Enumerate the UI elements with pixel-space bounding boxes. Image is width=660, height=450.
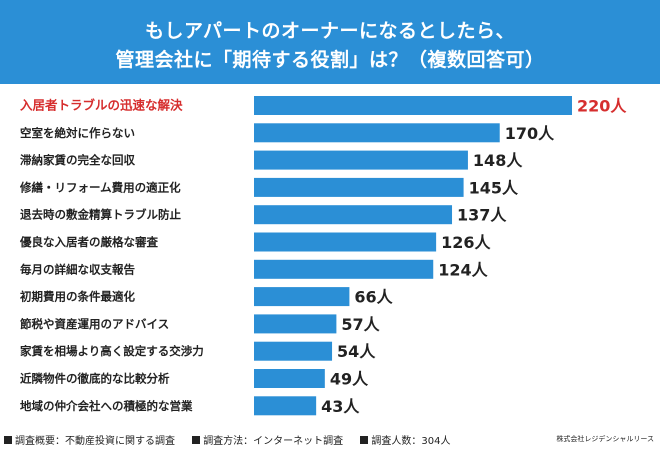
square-bullet-icon bbox=[192, 436, 201, 444]
category-label: 滞納家賃の完全な回収 bbox=[20, 153, 135, 167]
survey-method: 調査方法：インターネット調査 bbox=[192, 436, 343, 447]
category-label: 家賃を相場より高く設定する交渉力 bbox=[20, 344, 204, 358]
category-label: 地域の仲介会社への積極的な営業 bbox=[20, 399, 193, 413]
bar bbox=[254, 232, 437, 252]
category-label: 毎月の詳細な収支報告 bbox=[20, 262, 135, 276]
value-label: 124人 bbox=[438, 260, 488, 279]
bar bbox=[254, 205, 453, 225]
bar bbox=[254, 150, 468, 170]
bar bbox=[254, 314, 337, 334]
bar bbox=[254, 177, 464, 197]
survey-respondents: 調査人数：304人 bbox=[360, 436, 450, 447]
bar bbox=[254, 396, 317, 416]
category-label: 修繕・リフォーム費用の適正化 bbox=[19, 180, 181, 194]
value-label: 137人 bbox=[457, 206, 507, 225]
chart-title-line-1: もしアパートのオーナーになるとしたら、 bbox=[144, 20, 516, 42]
value-label: 49人 bbox=[330, 370, 369, 389]
category-label: 節税や資産運用のアドバイス bbox=[19, 317, 169, 331]
bar bbox=[254, 123, 500, 143]
company-name: 株式会社レジデンシャルリース bbox=[556, 435, 654, 443]
category-label: 近隣物件の徹底的な比較分析 bbox=[20, 372, 170, 386]
bar bbox=[254, 259, 434, 279]
category-label: 空室を絶対に作らない bbox=[20, 126, 135, 140]
category-label: 優良な入居者の厳格な審査 bbox=[19, 235, 158, 249]
category-label: 退去時の敷金精算トラブル防止 bbox=[20, 208, 181, 222]
value-label: 145人 bbox=[469, 178, 519, 197]
chart-title-line-2: 管理会社に「期待する役割」は？（複数回答可） bbox=[115, 49, 545, 71]
title-banner: もしアパートのオーナーになるとしたら、 管理会社に「期待する役割」は？（複数回答… bbox=[0, 0, 660, 84]
value-label: 57人 bbox=[341, 315, 380, 334]
value-label: 148人 bbox=[473, 151, 523, 170]
survey-overview: 調査概要：不動産投資に関する調査 bbox=[4, 436, 175, 447]
value-label: 170人 bbox=[505, 124, 555, 143]
square-bullet-icon bbox=[360, 436, 369, 444]
square-bullet-icon bbox=[4, 436, 12, 444]
value-label: 66人 bbox=[354, 288, 393, 307]
survey-footer: 調査概要：不動産投資に関する調査 調査方法：インターネット調査 調査人数：304… bbox=[4, 432, 656, 447]
bar bbox=[254, 369, 325, 388]
value-label: 43人 bbox=[321, 397, 360, 416]
category-label: 初期費用の条件最適化 bbox=[20, 290, 135, 304]
category-label: 入居者トラブルの迅速な解決 bbox=[20, 98, 183, 113]
bar bbox=[254, 96, 572, 115]
value-label: 54人 bbox=[337, 342, 376, 361]
bar bbox=[254, 287, 350, 307]
value-label: 126人 bbox=[441, 233, 491, 252]
bar bbox=[254, 341, 333, 361]
value-label: 220人 bbox=[577, 97, 627, 116]
